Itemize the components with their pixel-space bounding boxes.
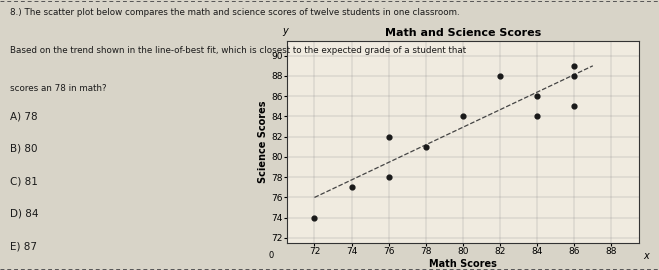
- X-axis label: Math Scores: Math Scores: [429, 259, 497, 269]
- Text: 0: 0: [268, 251, 273, 260]
- Text: 8.) The scatter plot below compares the math and science scores of twelve studen: 8.) The scatter plot below compares the …: [10, 8, 459, 17]
- Text: D) 84: D) 84: [10, 209, 38, 219]
- Point: [569, 74, 579, 78]
- Point: [532, 94, 542, 98]
- Text: scores an 78 in math?: scores an 78 in math?: [10, 84, 107, 93]
- Point: [420, 145, 431, 149]
- Point: [309, 215, 320, 220]
- Point: [347, 185, 357, 190]
- Text: B) 80: B) 80: [10, 144, 38, 154]
- Point: [495, 74, 505, 78]
- Text: y: y: [282, 26, 288, 36]
- Text: C) 81: C) 81: [10, 176, 38, 186]
- Text: x: x: [643, 251, 648, 261]
- Point: [457, 114, 468, 119]
- Point: [384, 134, 394, 139]
- Point: [532, 114, 542, 119]
- Y-axis label: Science Scores: Science Scores: [258, 100, 268, 183]
- Text: Based on the trend shown in the line-of-best fit, which is closest to the expect: Based on the trend shown in the line-of-…: [10, 46, 466, 55]
- Title: Math and Science Scores: Math and Science Scores: [385, 28, 541, 38]
- Point: [384, 175, 394, 179]
- Text: A) 78: A) 78: [10, 112, 38, 122]
- Point: [569, 104, 579, 109]
- Text: E) 87: E) 87: [10, 241, 37, 251]
- Point: [569, 64, 579, 68]
